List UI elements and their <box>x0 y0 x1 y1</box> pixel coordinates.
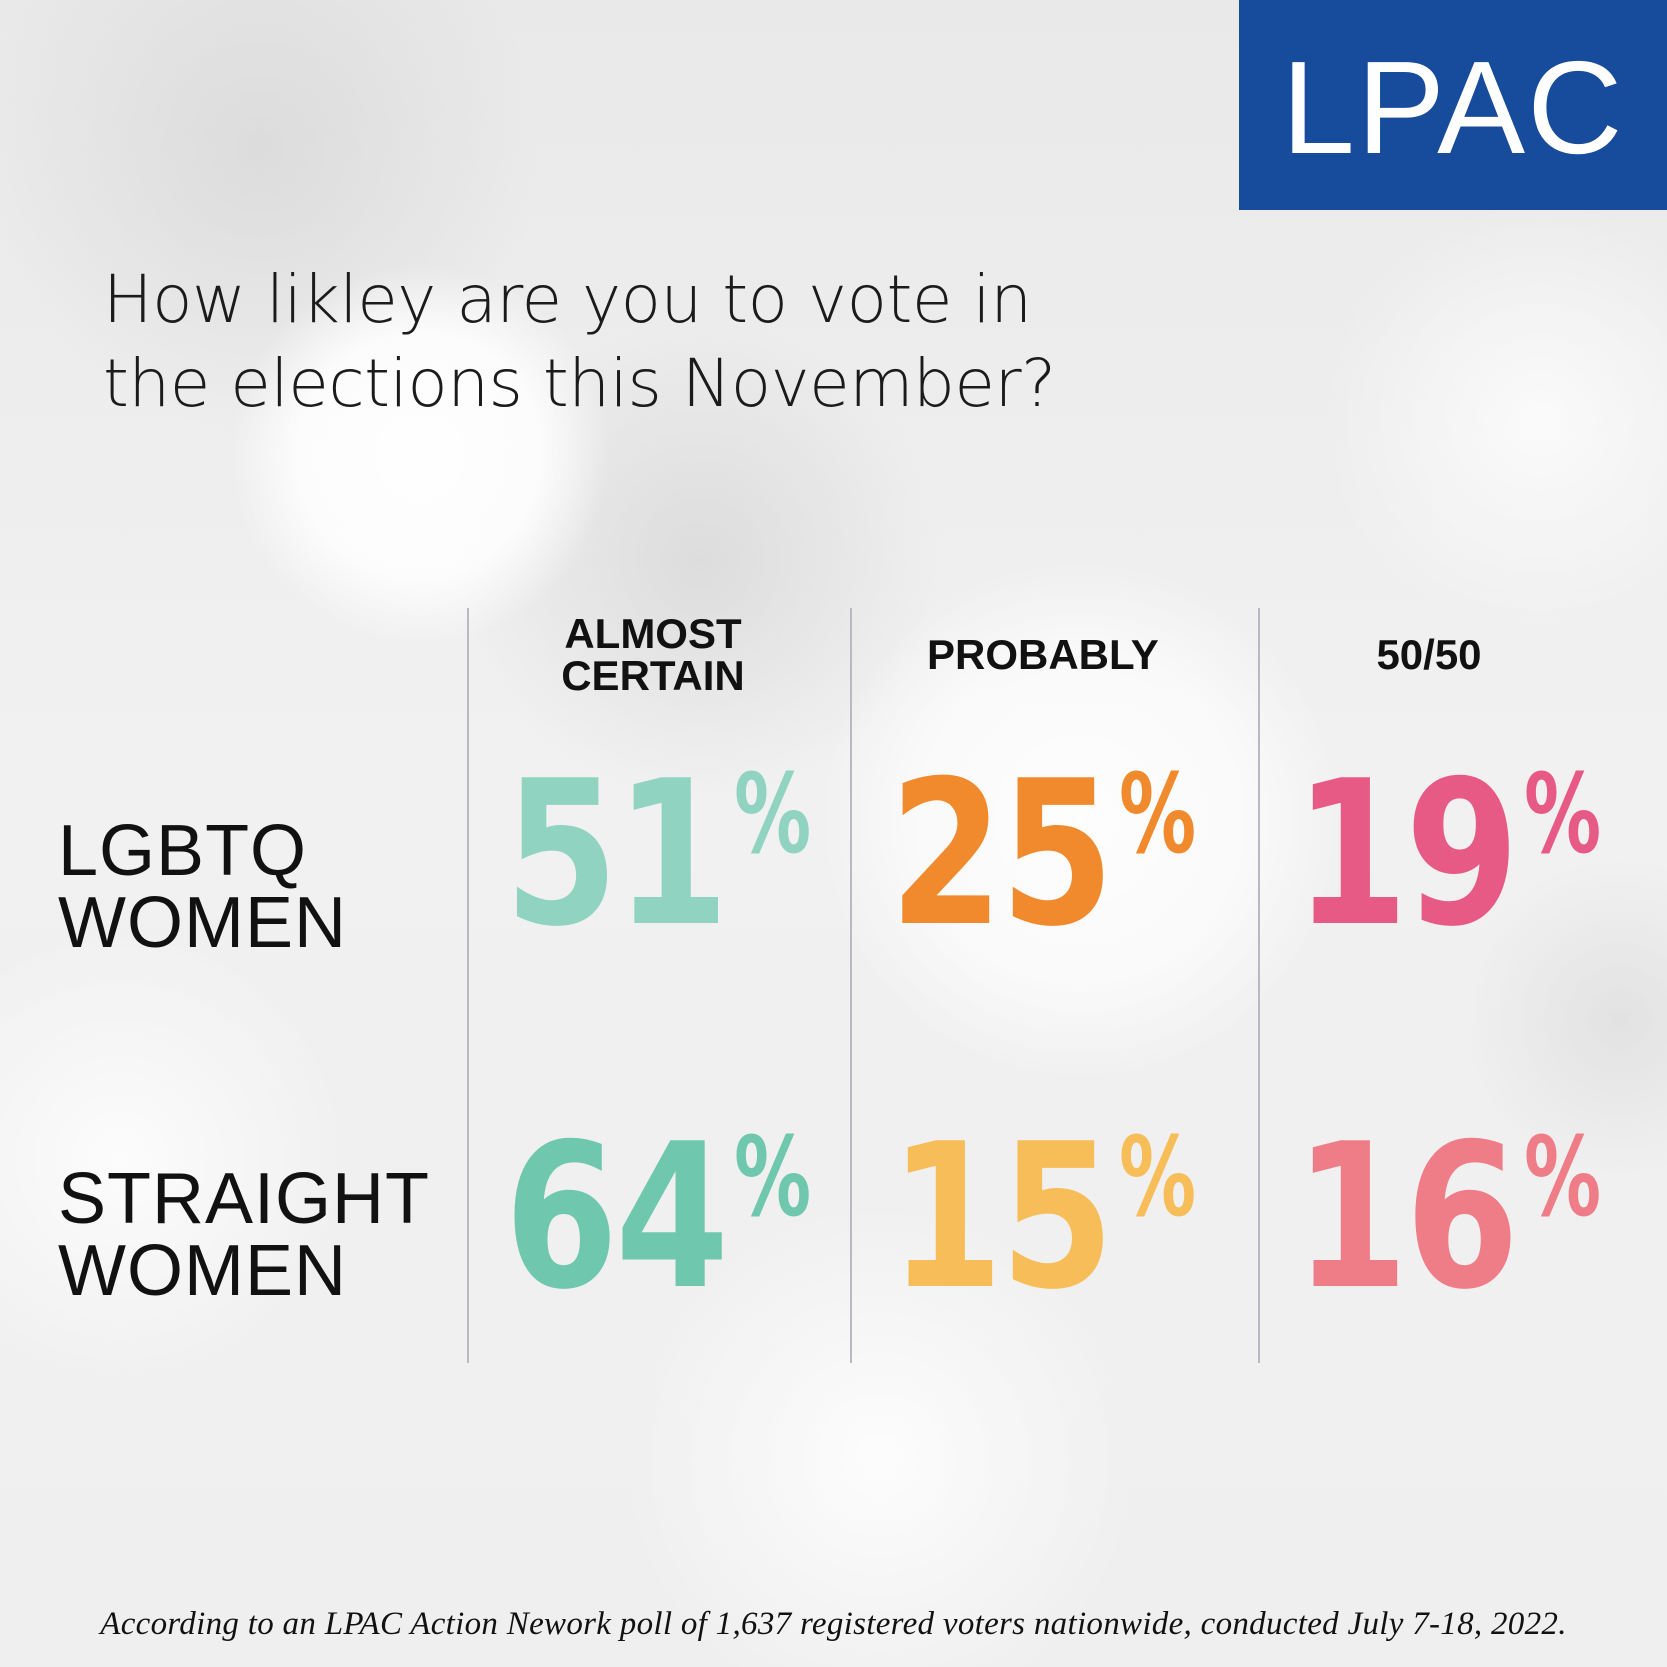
percentage-number: 51 <box>504 738 729 971</box>
percentage-value: 16% <box>1260 1118 1640 1348</box>
column-header-line: ALMOST <box>564 610 742 657</box>
percentage-value: 19% <box>1260 755 1640 985</box>
row-label-line: WOMEN <box>58 1231 347 1311</box>
logo-text: LPAC <box>1281 34 1625 181</box>
column-divider-3 <box>1258 608 1260 1363</box>
column-header-line: CERTAIN <box>561 652 745 699</box>
percent-sign: % <box>1119 750 1196 878</box>
percent-sign: % <box>1524 750 1601 878</box>
percentage-value: 15% <box>855 1118 1235 1348</box>
row-label-line: WOMEN <box>58 883 347 963</box>
percent-sign: % <box>734 1113 811 1241</box>
row-label-straight-women: STRAIGHT WOMEN <box>58 1163 430 1307</box>
row-label-line: STRAIGHT <box>58 1159 431 1239</box>
percentage-value: 25% <box>855 755 1235 985</box>
column-header-probably: PROBABLY <box>862 610 1222 700</box>
question-title: How likley are you to vote in the electi… <box>103 258 1203 426</box>
lpac-logo: LPAC <box>1239 0 1667 210</box>
column-divider-1 <box>467 608 469 1363</box>
percent-sign: % <box>734 750 811 878</box>
column-header-line: 50/50 <box>1376 631 1482 678</box>
percent-sign: % <box>1119 1113 1196 1241</box>
percentage-value: 51% <box>470 755 850 985</box>
column-header-fifty-fifty: 50/50 <box>1249 610 1609 700</box>
column-header-almost-certain: ALMOST CERTAIN <box>473 610 833 700</box>
percentage-number: 19 <box>1294 738 1519 971</box>
column-header-line: PROBABLY <box>927 631 1159 678</box>
row-label-lgbtq-women: LGBTQ WOMEN <box>58 815 347 959</box>
percentage-number: 15 <box>889 1101 1114 1334</box>
percentage-number: 16 <box>1294 1101 1519 1334</box>
percentage-value: 64% <box>470 1118 850 1348</box>
percent-sign: % <box>1524 1113 1601 1241</box>
question-line-1: How likley are you to vote in <box>103 261 1032 338</box>
question-line-2: the elections this November? <box>103 345 1056 422</box>
row-label-line: LGBTQ <box>58 811 308 891</box>
source-footnote: According to an LPAC Action Nework poll … <box>100 1606 1567 1642</box>
percentage-number: 25 <box>889 738 1114 971</box>
column-divider-2 <box>850 608 852 1363</box>
percentage-number: 64 <box>504 1101 729 1334</box>
